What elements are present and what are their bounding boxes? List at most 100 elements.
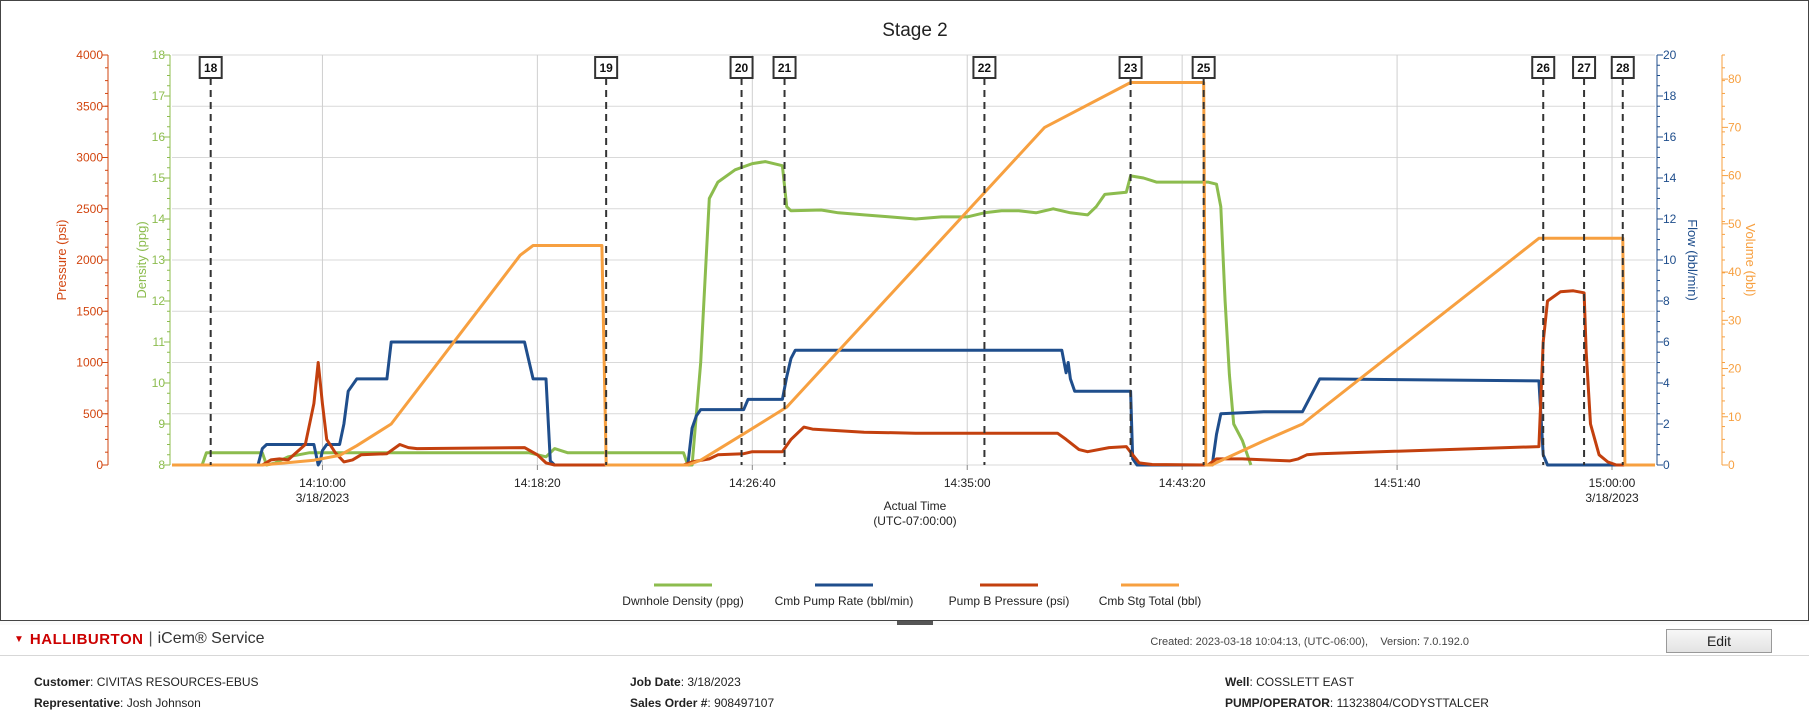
pump-operator-label: PUMP/OPERATOR [1225, 696, 1330, 710]
service-name: iCem® Service [158, 630, 265, 648]
legend-label-1: Dwnhole Density (ppg) [622, 594, 743, 608]
series-layer [172, 83, 1655, 466]
legend: Dwnhole Density (ppg) Cmb Pump Rate (bbl/… [622, 585, 1201, 608]
event-label-28: 28 [1616, 61, 1630, 75]
density-tick-label: 15 [152, 171, 166, 185]
x-axis-subtitle: (UTC-07:00:00) [873, 514, 956, 528]
density-tick-label: 8 [158, 458, 165, 472]
event-label-27: 27 [1577, 61, 1591, 75]
event-label-18: 18 [204, 61, 218, 75]
pressure-tick-label: 4000 [76, 48, 103, 62]
series-line-1 [172, 162, 1251, 465]
volume-tick-label: 50 [1728, 217, 1742, 231]
flow-tick-label: 8 [1663, 294, 1670, 308]
representative-label: Representative [34, 696, 120, 710]
pressure-tick-label: 0 [96, 458, 103, 472]
pump-operator-value: 11323804/CODYSTTALCER [1337, 696, 1489, 710]
density-tick-label: 9 [158, 417, 165, 431]
volume-tick-label: 20 [1728, 362, 1742, 376]
volume-tick-label: 80 [1728, 72, 1742, 86]
customer-field: Customer: CIVITAS RESOURCES-EBUS [34, 675, 259, 689]
pressure-tick-label: 500 [83, 407, 103, 421]
flow-tick-label: 2 [1663, 417, 1670, 431]
brand: ▼ HALLIBURTON | iCem® Service [14, 630, 265, 648]
x-axis-title: Actual Time [884, 499, 947, 513]
density-tick-label: 18 [152, 48, 166, 62]
halliburton-logo: HALLIBURTON [30, 631, 144, 648]
pressure-tick-label: 3500 [76, 99, 103, 113]
pressure-axis-title: Pressure (psi) [54, 220, 69, 301]
event-label-19: 19 [599, 61, 613, 75]
density-tick-label: 16 [152, 130, 166, 144]
representative-field: Representative: Josh Johnson [34, 696, 201, 710]
customer-label: Customer [34, 675, 90, 689]
sales-order-value: 908497107 [714, 696, 774, 710]
pump-operator-field: PUMP/OPERATOR: 11323804/CODYSTTALCER [1225, 696, 1489, 710]
well-field: Well: COSSLETT EAST [1225, 675, 1354, 689]
sales-order-label: Sales Order # [630, 696, 707, 710]
footer-header-bar: ▼ HALLIBURTON | iCem® Service Created: 2… [0, 625, 1809, 656]
version-info: Version: 7.0.192.0 [1380, 636, 1469, 648]
job-date-label: Job Date [630, 675, 681, 689]
flow-axis-title: Flow (bbl/min) [1685, 219, 1700, 301]
pressure-tick-label: 1000 [76, 356, 103, 370]
event-label-21: 21 [778, 61, 792, 75]
x-tick-label: 14:51:40 [1374, 476, 1421, 490]
volume-tick-label: 0 [1728, 458, 1735, 472]
density-axis-title: Density (ppg) [134, 221, 149, 298]
event-label-22: 22 [978, 61, 992, 75]
legend-label-4: Cmb Stg Total (bbl) [1099, 594, 1202, 608]
caret-down-icon[interactable]: ▼ [14, 634, 24, 645]
flow-tick-label: 10 [1663, 253, 1677, 267]
volume-axis-title: Volume (bbl) [1743, 224, 1758, 297]
flow-tick-label: 0 [1663, 458, 1670, 472]
pressure-tick-label: 2500 [76, 202, 103, 216]
x-tick-label: 14:35:00 [944, 476, 991, 490]
density-tick-label: 12 [152, 294, 166, 308]
chart-title: Stage 2 [882, 20, 948, 41]
brand-separator: | [148, 630, 152, 648]
density-tick-label: 17 [152, 89, 166, 103]
job-date-value: 3/18/2023 [687, 675, 740, 689]
density-tick-label: 10 [152, 376, 166, 390]
flow-tick-label: 18 [1663, 89, 1677, 103]
events-layer: 18 19 20 21 22 23 25 26 27 28 [200, 57, 1634, 465]
legend-label-3: Pump B Pressure (psi) [949, 594, 1070, 608]
x-tick-date: 3/18/2023 [1585, 491, 1639, 505]
volume-tick-label: 10 [1728, 410, 1742, 424]
pressure-tick-label: 3000 [76, 151, 103, 165]
flow-tick-label: 4 [1663, 376, 1670, 390]
volume-tick-label: 40 [1728, 265, 1742, 279]
grid-layer [172, 55, 1655, 470]
legend-label-2: Cmb Pump Rate (bbl/min) [775, 594, 914, 608]
density-tick-label: 11 [153, 335, 166, 349]
pressure-tick-label: 1500 [76, 304, 103, 318]
event-label-25: 25 [1197, 61, 1211, 75]
x-tick-label: 15:00:00 [1589, 476, 1636, 490]
job-date-field: Job Date: 3/18/2023 [630, 675, 741, 689]
sales-order-field: Sales Order #: 908497107 [630, 696, 774, 710]
volume-tick-label: 70 [1728, 120, 1742, 134]
created-version-meta: Created: 2023-03-18 10:04:13, (UTC-06:00… [1150, 636, 1469, 648]
pressure-tick-label: 2000 [76, 253, 103, 267]
volume-tick-label: 30 [1728, 313, 1742, 327]
edit-button[interactable]: Edit [1666, 629, 1772, 653]
flow-tick-label: 16 [1663, 130, 1677, 144]
series-line-4 [172, 83, 1655, 466]
well-value: COSSLETT EAST [1256, 675, 1354, 689]
representative-value: Josh Johnson [127, 696, 201, 710]
created-info: Created: 2023-03-18 10:04:13, (UTC-06:00… [1150, 636, 1368, 648]
x-tick-label: 14:18:20 [514, 476, 561, 490]
x-tick-label: 14:43:20 [1159, 476, 1206, 490]
volume-tick-label: 60 [1728, 169, 1742, 183]
density-tick-label: 14 [152, 212, 166, 226]
flow-tick-label: 14 [1663, 171, 1677, 185]
flow-tick-label: 12 [1663, 212, 1677, 226]
event-label-23: 23 [1124, 61, 1138, 75]
well-label: Well [1225, 675, 1249, 689]
job-info-footer: ▼ HALLIBURTON | iCem® Service Created: 2… [0, 625, 1809, 724]
customer-value: CIVITAS RESOURCES-EBUS [97, 675, 259, 689]
series-line-3 [172, 291, 1655, 465]
density-tick-label: 13 [152, 253, 166, 267]
